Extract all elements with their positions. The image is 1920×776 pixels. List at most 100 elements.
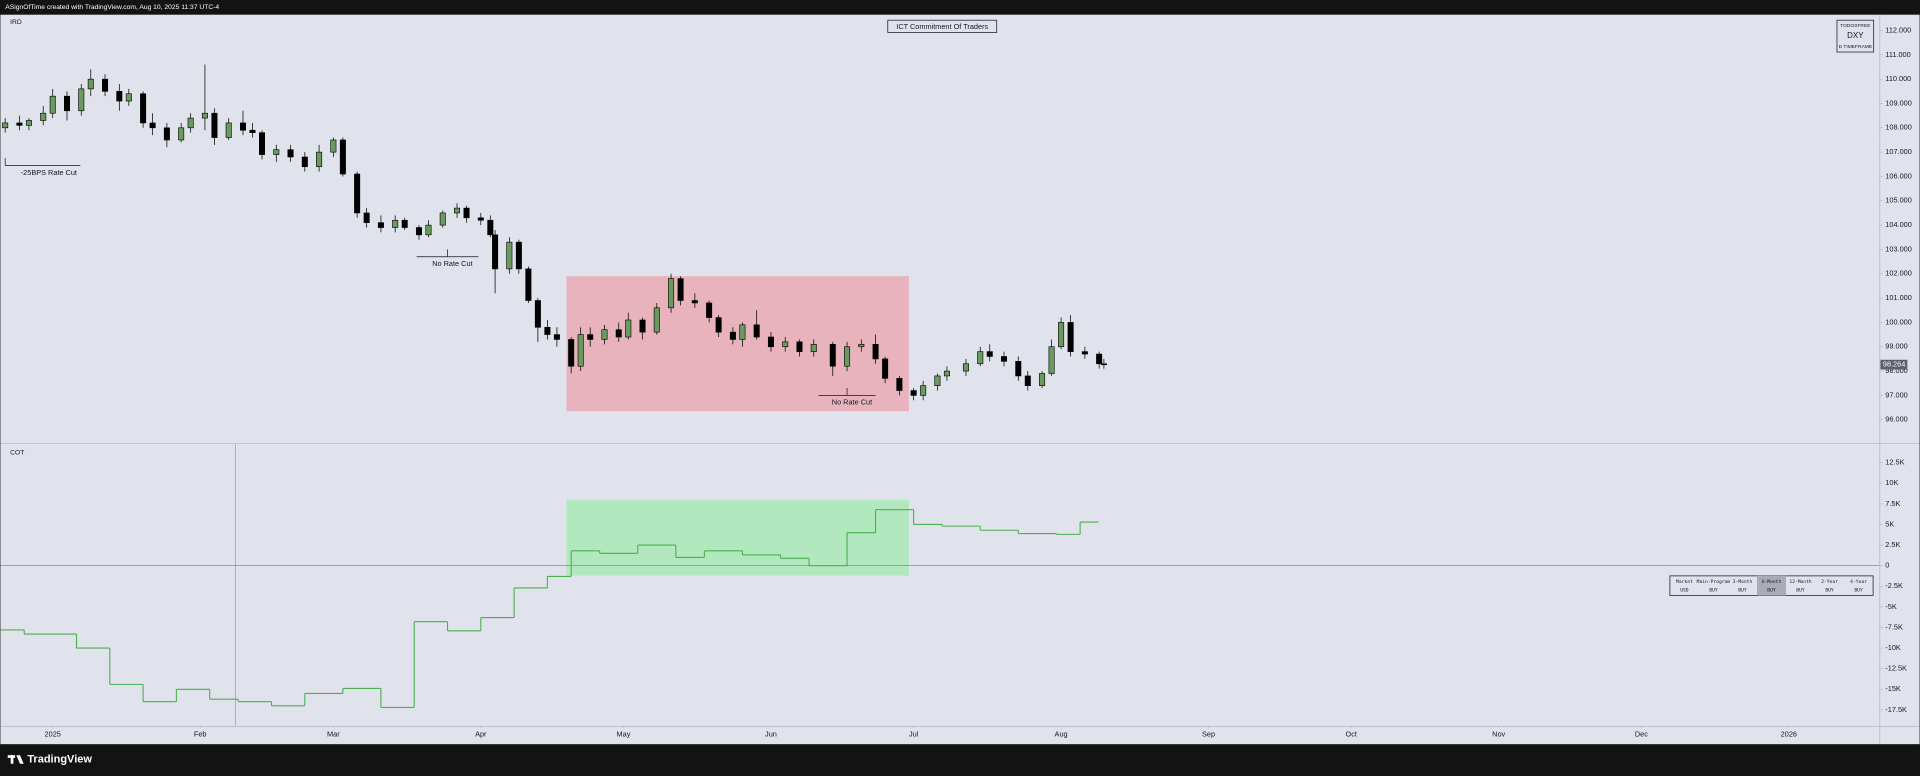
candle-body: [178, 127, 185, 141]
candle-body: [125, 93, 132, 102]
x-tick-label: Oct: [1346, 729, 1357, 738]
logo: [7, 755, 24, 764]
x-tick-label: Jul: [909, 729, 919, 738]
last-price-tag: [1880, 359, 1908, 370]
candle-body: [354, 173, 361, 214]
last-price-label: 98.264: [1883, 360, 1905, 369]
candle-body: [149, 122, 156, 129]
candle-body: [16, 122, 23, 126]
candle-body: [339, 139, 346, 175]
table-header: 12-Month: [1789, 579, 1812, 585]
y-tick-label: 7.5K: [1885, 499, 1900, 508]
table-cell: BUY: [1767, 587, 1776, 593]
candle-body: [977, 351, 984, 365]
y-tick-label: 0: [1885, 561, 1889, 570]
title-box: [887, 19, 998, 33]
candle-body: [401, 219, 408, 228]
candle-body: [454, 207, 461, 214]
candle-body: [525, 268, 532, 301]
candle-body: [301, 156, 308, 168]
candle-body: [463, 207, 470, 219]
pane-label: COT: [10, 450, 24, 457]
y-tick-label: -5K: [1885, 602, 1897, 611]
candle-body: [102, 78, 109, 92]
y-tick-label: 96.000: [1885, 415, 1907, 424]
candle-body: [587, 334, 594, 340]
annotation-text: -25BPS Rate Cut: [21, 168, 77, 177]
candle-body: [896, 378, 903, 391]
candle-body: [330, 139, 337, 153]
candle-body: [753, 324, 760, 338]
y-tick-label: 106.000: [1885, 171, 1912, 180]
candle-body: [187, 117, 194, 129]
table-header: Market: [1676, 579, 1693, 585]
candle-body: [140, 93, 147, 124]
table-cell: BUY: [1825, 587, 1834, 593]
y-tick-label: 5K: [1885, 519, 1894, 528]
candle-body: [653, 307, 660, 333]
y-tick-label: 105.000: [1885, 196, 1912, 205]
y-tick-label: 103.000: [1885, 244, 1912, 253]
chart-title: ICT Commitment Of Traders: [896, 22, 988, 31]
candle-body: [639, 319, 646, 333]
boxes: [566, 276, 909, 576]
candle-body: [910, 390, 917, 396]
table-highlight: [1756, 575, 1787, 596]
y-tick-label: -17.5K: [1885, 705, 1907, 714]
y-tick-label: 104.000: [1885, 220, 1912, 229]
candle-body: [239, 122, 246, 131]
candle-body: [1039, 373, 1046, 386]
candle-body: [225, 122, 232, 138]
candle-body: [49, 95, 56, 114]
table-cell: BUY: [1796, 587, 1805, 593]
candle-body: [1096, 353, 1103, 365]
candle-body: [316, 151, 323, 168]
info-line: D TIMEFRAME: [1839, 44, 1873, 50]
table-cell: BUY: [1854, 587, 1863, 593]
y-tick-label: 109.000: [1885, 98, 1912, 107]
candle-body: [515, 241, 522, 270]
candle-body: [568, 339, 575, 367]
x-tick-label: Apr: [475, 729, 487, 738]
candle-body: [858, 344, 865, 348]
candle-body: [415, 227, 422, 236]
candle-body: [625, 319, 632, 338]
y-tick-label: -7.5K: [1885, 622, 1903, 631]
candle-body: [487, 219, 494, 236]
candle-body: [163, 127, 170, 141]
y-tick-label: 102.000: [1885, 269, 1912, 278]
credit: ASignOfTime created with TradingView.com…: [5, 4, 219, 11]
candle-body: [1024, 375, 1031, 386]
x-tick-label: 2026: [1781, 729, 1797, 738]
table-header: 2-Year: [1821, 579, 1838, 585]
candle-body: [1067, 322, 1074, 352]
candle-body: [249, 129, 256, 133]
candle-body: [920, 385, 927, 396]
candle-body: [377, 222, 384, 228]
y-tick-label: 110.000: [1885, 74, 1911, 83]
x-tick-label: Jun: [765, 729, 777, 738]
table-cell: USD: [1680, 587, 1689, 593]
candle-body: [767, 336, 774, 348]
candle-body: [829, 344, 836, 367]
candle-body: [392, 219, 399, 228]
candle-body: [363, 212, 370, 223]
candle-body: [287, 149, 294, 158]
y-tick-label: 98.000: [1885, 366, 1907, 375]
candle-body: [201, 112, 208, 119]
candle-body: [1015, 361, 1022, 377]
candle-body: [492, 234, 499, 270]
table-header: 4-Year: [1850, 579, 1867, 585]
table-header: 3-Month: [1733, 579, 1753, 585]
candle-body: [739, 324, 746, 340]
candle-body: [40, 112, 47, 121]
candle-body: [534, 300, 541, 328]
candle-body: [553, 334, 560, 340]
branding: TradingView: [27, 753, 92, 765]
candle-body: [1001, 356, 1008, 362]
highlight-box: [566, 276, 909, 412]
highlight-box: [566, 499, 909, 576]
candle-body: [782, 341, 789, 348]
candle-body: [259, 132, 266, 155]
